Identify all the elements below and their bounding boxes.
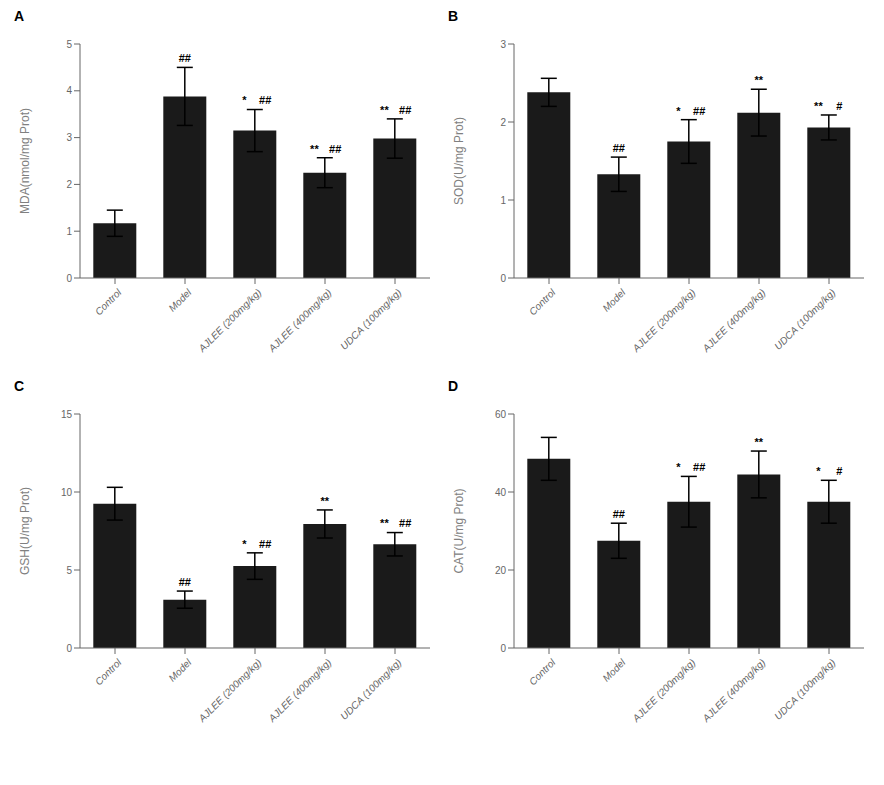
svg-text:##: ## xyxy=(179,576,191,588)
svg-text:AJLEE (400mg/kg): AJLEE (400mg/kg) xyxy=(700,287,768,355)
svg-text:Control: Control xyxy=(527,656,558,687)
svg-text:5: 5 xyxy=(66,565,72,576)
svg-text:##: ## xyxy=(399,104,411,116)
svg-text:##: ## xyxy=(179,52,191,64)
svg-text:**: ** xyxy=(814,100,823,112)
svg-text:0: 0 xyxy=(66,273,72,284)
svg-text:UDCA (100mg/kg): UDCA (100mg/kg) xyxy=(338,657,403,722)
svg-text:**: ** xyxy=(380,104,389,116)
svg-text:2: 2 xyxy=(66,179,72,190)
svg-text:0: 0 xyxy=(66,643,72,654)
svg-text:##: ## xyxy=(613,142,625,154)
svg-text:0: 0 xyxy=(500,643,506,654)
svg-text:1: 1 xyxy=(66,226,72,237)
html-text:B: B xyxy=(448,8,459,24)
svg-text:##: ## xyxy=(613,508,625,520)
svg-text:UDCA (100mg/kg): UDCA (100mg/kg) xyxy=(338,287,403,352)
svg-text:AJLEE (200mg/kg): AJLEE (200mg/kg) xyxy=(196,657,264,725)
svg-text:60: 60 xyxy=(495,409,507,420)
svg-text:#: # xyxy=(836,100,842,112)
html-text:C: C xyxy=(14,378,25,394)
svg-text:**: ** xyxy=(755,436,764,448)
svg-text:AJLEE (400mg/kg): AJLEE (400mg/kg) xyxy=(266,287,334,355)
svg-text:*: * xyxy=(242,94,247,106)
svg-text:##: ## xyxy=(693,105,705,117)
svg-text:*: * xyxy=(242,538,247,550)
svg-text:##: ## xyxy=(399,517,411,529)
svg-text:5: 5 xyxy=(66,39,72,50)
svg-text:Model: Model xyxy=(166,656,194,684)
svg-text:Model: Model xyxy=(600,656,628,684)
svg-text:AJLEE (200mg/kg): AJLEE (200mg/kg) xyxy=(630,657,698,725)
svg-text:15: 15 xyxy=(61,409,73,420)
svg-text:3: 3 xyxy=(66,132,72,143)
svg-text:##: ## xyxy=(259,94,271,106)
svg-text:0: 0 xyxy=(500,273,506,284)
svg-text:20: 20 xyxy=(495,565,507,576)
svg-text:40: 40 xyxy=(495,487,507,498)
svg-text:MDA(nmol/mg Prot): MDA(nmol/mg Prot) xyxy=(18,108,32,214)
svg-text:AJLEE (400mg/kg): AJLEE (400mg/kg) xyxy=(266,657,334,725)
svg-text:CAT(U/mg Prot): CAT(U/mg Prot) xyxy=(452,488,466,573)
svg-text:UDCA (100mg/kg): UDCA (100mg/kg) xyxy=(772,287,837,352)
svg-text:GSH(U/mg Prot): GSH(U/mg Prot) xyxy=(18,487,32,575)
svg-text:**: ** xyxy=(321,495,330,507)
svg-text:2: 2 xyxy=(500,117,506,128)
svg-text:#: # xyxy=(836,465,842,477)
svg-text:##: ## xyxy=(329,143,341,155)
svg-text:Model: Model xyxy=(166,286,194,314)
svg-text:1: 1 xyxy=(500,195,506,206)
svg-text:**: ** xyxy=(310,143,319,155)
svg-text:AJLEE (200mg/kg): AJLEE (200mg/kg) xyxy=(630,287,698,355)
svg-text:##: ## xyxy=(259,538,271,550)
svg-text:AJLEE (400mg/kg): AJLEE (400mg/kg) xyxy=(700,657,768,725)
svg-text:Control: Control xyxy=(93,286,124,317)
svg-text:**: ** xyxy=(755,74,764,86)
svg-text:**: ** xyxy=(380,517,389,529)
svg-text:3: 3 xyxy=(500,39,506,50)
svg-text:##: ## xyxy=(693,461,705,473)
svg-text:UDCA (100mg/kg): UDCA (100mg/kg) xyxy=(772,657,837,722)
svg-text:AJLEE (200mg/kg): AJLEE (200mg/kg) xyxy=(196,287,264,355)
html-text:A: A xyxy=(14,8,25,24)
svg-text:Control: Control xyxy=(93,656,124,687)
svg-text:*: * xyxy=(676,461,681,473)
svg-text:*: * xyxy=(816,465,821,477)
svg-text:*: * xyxy=(676,105,681,117)
svg-text:SOD(U/mg Prot): SOD(U/mg Prot) xyxy=(452,117,466,205)
html-text:D: D xyxy=(448,378,459,394)
svg-text:Model: Model xyxy=(600,286,628,314)
svg-text:10: 10 xyxy=(61,487,73,498)
svg-text:Control: Control xyxy=(527,286,558,317)
svg-text:4: 4 xyxy=(66,85,72,96)
